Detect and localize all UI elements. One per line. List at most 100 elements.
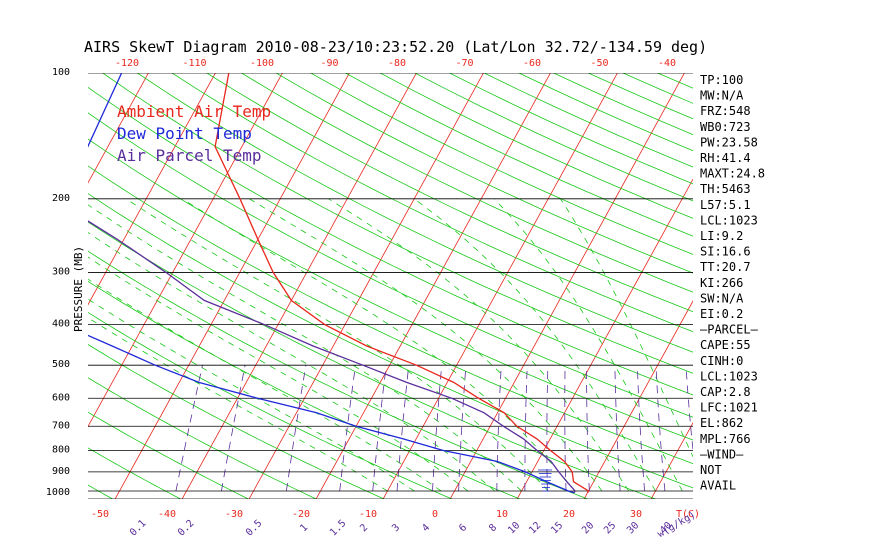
- bottom-temp-tick-label: 0: [432, 509, 438, 520]
- cape-hatch: [538, 469, 552, 492]
- mixing-ratio-tick-label: 0.1: [128, 518, 149, 539]
- dry-adiabat: [275, 73, 693, 274]
- mixing-ratio-tick-label: 6: [457, 522, 469, 534]
- index-entry: CAPE:55: [700, 338, 751, 352]
- top-temp-tick-label: -100: [250, 58, 274, 69]
- bottom-temp-tick-label: -10: [359, 509, 377, 520]
- index-entry: LCL:1023: [700, 213, 758, 227]
- isotherm: [382, 73, 618, 499]
- isotherm: [785, 54, 870, 500]
- index-entry: L57:5.1: [700, 198, 751, 212]
- mixing-ratio-line: [372, 365, 387, 492]
- legend-entry: Air Parcel Temp: [117, 146, 262, 165]
- index-entry: FRZ:548: [700, 104, 751, 118]
- dry-adiabat: [310, 73, 693, 255]
- mixing-ratio-line: [564, 365, 567, 492]
- bottom-temp-tick-label: 20: [563, 509, 575, 520]
- index-entry: —PARCEL—: [700, 323, 759, 337]
- pressure-tick-label: 700: [52, 420, 70, 431]
- top-temp-tick-label: -40: [658, 58, 676, 69]
- isotherm: [88, 73, 216, 306]
- sounding-profiles: [88, 73, 590, 494]
- moist-adiabat: [181, 198, 576, 492]
- mixing-ratio-line: [396, 365, 410, 492]
- dry-adiabat: [88, 193, 693, 489]
- isotherm: [449, 73, 685, 499]
- bottom-temp-tick-label: -20: [292, 509, 310, 520]
- mixing-ratio-line: [637, 365, 645, 492]
- temp-unit-label: T(C): [676, 509, 700, 520]
- index-entry: LI:9.2: [700, 229, 743, 243]
- grid-lines: [0, 54, 870, 500]
- mixing-ratio-line: [586, 365, 590, 492]
- isotherm: [88, 73, 283, 428]
- index-entry: TP:100: [700, 73, 743, 87]
- mixing-ratio-line: [432, 365, 443, 492]
- mixing-ratio-tick-label: 0.5: [244, 518, 265, 539]
- dry-adiabat: [88, 221, 657, 499]
- pressure-tick-label: 100: [52, 67, 70, 78]
- index-entry: MAXT:24.8: [700, 167, 765, 181]
- index-entry: NOT: [700, 463, 722, 477]
- mixing-ratio-line: [614, 365, 621, 492]
- index-entry: EL:862: [700, 416, 743, 430]
- series-line: [88, 220, 576, 494]
- top-temp-tick-label: -80: [388, 58, 406, 69]
- index-entry: PW:23.58: [700, 135, 758, 149]
- top-temp-tick-label: -60: [523, 58, 541, 69]
- index-entry: LFC:1021: [700, 401, 758, 415]
- mixing-ratio-tick-label: 2: [358, 522, 370, 534]
- mixing-ratio-tick-label: 12: [527, 520, 543, 536]
- mixing-ratio-tick-label: 1: [298, 522, 310, 534]
- index-entry: RH:41.4: [700, 151, 751, 165]
- moist-adiabat: [125, 198, 549, 492]
- isotherm: [650, 421, 693, 499]
- legend-entry: Dew Point Temp: [117, 124, 252, 143]
- moist-adiabat: [88, 317, 388, 492]
- dry-adiabat: [88, 250, 589, 499]
- isotherm: [0, 54, 25, 500]
- dry-adiabat: [102, 73, 693, 374]
- mixing-ratio-line: [458, 365, 467, 492]
- pressure-tick-label: 500: [52, 359, 70, 370]
- mixing-ratio-tick-label: 0.2: [176, 518, 197, 539]
- mixing-ratio-line: [286, 365, 307, 492]
- mixing-ratio-line: [175, 365, 203, 492]
- index-entry: MW:N/A: [700, 89, 744, 103]
- profile-lines: [88, 73, 590, 494]
- dry-adiabat: [88, 280, 521, 499]
- legend: Ambient Air Temp Dew Point Temp Air Parcel…: [117, 102, 271, 165]
- isotherm: [181, 73, 417, 499]
- top-temp-tick-label: -120: [115, 58, 139, 69]
- moist-adiabat: [493, 198, 683, 492]
- dry-adiabat: [171, 73, 693, 333]
- index-entry: TT:20.7: [700, 260, 751, 274]
- pressure-tick-label: 900: [52, 466, 70, 477]
- dry-adiabat: [0, 54, 46, 500]
- index-entry: CAP:2.8: [700, 385, 751, 399]
- dry-adiabat: [88, 344, 386, 499]
- mixing-ratio-tick-label: 1.5: [328, 518, 349, 539]
- bottom-temp-tick-label: 10: [496, 509, 508, 520]
- dry-adiabat: [552, 73, 693, 136]
- mixing-ratio-tick-label: 15: [549, 520, 565, 536]
- isotherm: [583, 300, 693, 499]
- top-temp-tick-label: -70: [455, 58, 473, 69]
- plot-grid: [0, 54, 870, 500]
- mixing-ratio-line: [496, 365, 502, 492]
- pressure-tick-label: 300: [52, 266, 70, 277]
- dry-adiabat: [240, 73, 693, 293]
- pressure-tick-label: 600: [52, 392, 70, 403]
- dry-adiabat: [414, 73, 693, 202]
- index-entry: LCL:1023: [700, 369, 758, 383]
- series-line: [88, 73, 575, 494]
- top-temp-tick-label: -110: [182, 58, 206, 69]
- series-line: [214, 73, 590, 494]
- moist-adiabat: [560, 198, 693, 458]
- mixing-ratio-tick-label: 20: [580, 520, 596, 536]
- pressure-tick-label: 800: [52, 444, 70, 455]
- y-axis-label: PRESSURE (MB): [72, 246, 85, 332]
- mixing-ratio-line: [685, 365, 693, 455]
- legend-entry: Ambient Air Temp: [117, 102, 271, 121]
